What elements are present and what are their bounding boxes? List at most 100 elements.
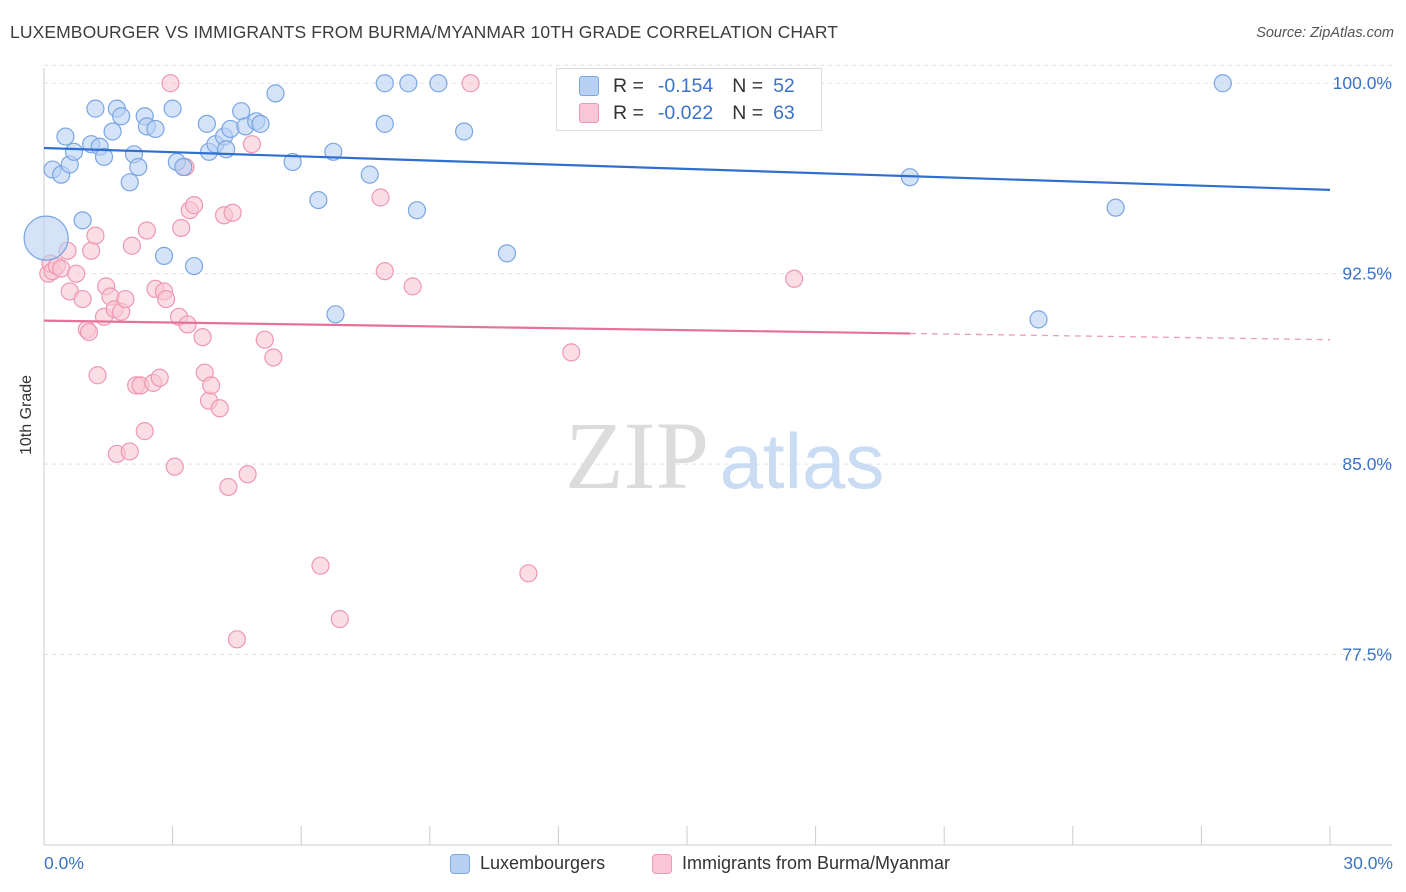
burma-point bbox=[73, 289, 92, 309]
luxembourger-point bbox=[120, 173, 139, 192]
y-tick-label: 77.5% bbox=[1342, 645, 1392, 665]
burma-point bbox=[219, 477, 238, 497]
burma-point bbox=[210, 399, 229, 418]
y-tick-label: 92.5% bbox=[1342, 264, 1392, 284]
burma-label: Immigrants from Burma/Myanmar bbox=[682, 853, 951, 873]
burma-point bbox=[202, 376, 221, 395]
legend-r-label: R = bbox=[613, 74, 644, 97]
burma-point bbox=[519, 564, 538, 583]
burma-point bbox=[461, 74, 480, 93]
luxembourgers-swatch bbox=[450, 853, 470, 874]
axes bbox=[43, 68, 1392, 846]
burma-point bbox=[403, 277, 422, 296]
luxembourger-point bbox=[1213, 74, 1232, 93]
luxembourger-point bbox=[232, 102, 251, 121]
burma-point bbox=[227, 630, 246, 649]
legend-n-value: 63 bbox=[773, 101, 795, 124]
burma-point bbox=[82, 241, 101, 260]
watermark-zip: ZIP bbox=[565, 402, 709, 509]
luxembourgers-trend-line bbox=[43, 146, 1331, 191]
luxembourger-point bbox=[23, 215, 69, 261]
y-tick-label: 100.0% bbox=[1333, 73, 1392, 93]
burma-point bbox=[67, 264, 86, 283]
luxembourger-point bbox=[1106, 198, 1125, 217]
luxembourger-point bbox=[154, 246, 174, 266]
luxembourger-point bbox=[184, 256, 204, 276]
luxembourger-point bbox=[86, 99, 105, 118]
luxembourger-point bbox=[399, 74, 418, 93]
luxembourger-point bbox=[324, 142, 343, 161]
burma-point bbox=[137, 221, 156, 240]
x-tick-label-min: 0.0% bbox=[44, 853, 84, 873]
luxembourger-point bbox=[326, 305, 345, 324]
luxembourger-point bbox=[407, 201, 427, 220]
legend-r-value: -0.022 bbox=[657, 101, 714, 124]
burma-point bbox=[150, 368, 169, 387]
x-tick-label-max: 30.0% bbox=[1343, 853, 1393, 873]
luxembourger-point bbox=[1029, 310, 1048, 329]
luxembourger-point bbox=[266, 84, 285, 103]
burma-point bbox=[785, 269, 804, 288]
luxembourger-point bbox=[197, 114, 216, 133]
legend-row-burma: R = -0.022 N = 63 bbox=[579, 102, 795, 124]
legend-r-value: -0.154 bbox=[657, 74, 714, 97]
luxembourger-point bbox=[375, 114, 394, 133]
luxembourger-point bbox=[497, 244, 517, 263]
trend-lines bbox=[43, 146, 1331, 341]
burma-point bbox=[120, 442, 139, 461]
watermark: ZIP atlas bbox=[565, 402, 884, 509]
series-legend-burma[interactable]: Immigrants from Burma/Myanmar bbox=[652, 853, 950, 874]
luxembourger-point bbox=[73, 211, 92, 230]
burma-point bbox=[330, 609, 349, 629]
watermark-atlas: atlas bbox=[720, 417, 885, 505]
burma-point bbox=[157, 289, 176, 309]
luxembourger-point bbox=[103, 122, 122, 141]
burma-point bbox=[178, 315, 197, 334]
luxembourger-point bbox=[174, 157, 193, 177]
burma-point bbox=[371, 188, 390, 207]
luxembourger-point bbox=[375, 74, 394, 93]
burma-trend-line bbox=[43, 319, 910, 335]
burma-point bbox=[375, 262, 394, 281]
luxembourger-point bbox=[360, 165, 379, 184]
chart-title: LUXEMBOURGER VS IMMIGRANTS FROM BURMA/MY… bbox=[10, 22, 839, 42]
legend-n-label: N = bbox=[732, 101, 764, 124]
burma-point bbox=[88, 366, 107, 385]
correlation-legend: R = -0.154 N = 52 R = -0.022 N = 63 bbox=[556, 68, 822, 131]
luxembourger-point bbox=[94, 147, 114, 166]
luxembourger-point bbox=[221, 119, 240, 139]
burma-point bbox=[86, 226, 105, 245]
legend-n-label: N = bbox=[732, 74, 764, 97]
luxembourger-point bbox=[129, 157, 148, 177]
burma-point bbox=[172, 218, 191, 238]
burma-point bbox=[116, 289, 135, 309]
burma-point bbox=[223, 203, 242, 222]
burma-point bbox=[193, 328, 212, 347]
burma-trend-line-extrapolated bbox=[909, 332, 1331, 341]
luxembourger-point bbox=[283, 152, 302, 172]
y-tick-label: 85.0% bbox=[1342, 454, 1392, 474]
burma-point bbox=[79, 322, 99, 342]
legend-row-luxembourgers: R = -0.154 N = 52 bbox=[579, 75, 795, 97]
series-legend-luxembourgers[interactable]: Luxembourgers bbox=[450, 853, 605, 874]
luxembourger-point bbox=[309, 190, 328, 210]
luxembourger-point bbox=[251, 114, 270, 133]
luxembourger-point bbox=[112, 107, 131, 126]
legend-swatch-pink bbox=[579, 103, 599, 123]
burma-point bbox=[311, 556, 330, 575]
burma-point bbox=[562, 343, 581, 362]
series-legend: Luxembourgers Immigrants from Burma/Myan… bbox=[0, 850, 1406, 880]
luxembourger-point bbox=[429, 74, 448, 93]
legend-r-label: R = bbox=[613, 101, 644, 124]
luxembourger-point bbox=[163, 99, 182, 118]
y-tick-labels: 100.0% 92.5% 85.0% 77.5% bbox=[1333, 73, 1392, 664]
legend-swatch-blue bbox=[579, 76, 599, 96]
burma-point bbox=[255, 330, 274, 349]
luxembourger-point bbox=[56, 127, 75, 146]
burma-point bbox=[238, 465, 257, 484]
burma-point bbox=[184, 196, 204, 215]
legend-n-value: 52 bbox=[773, 74, 795, 97]
burma-point bbox=[165, 457, 184, 476]
burma-point bbox=[122, 236, 141, 255]
